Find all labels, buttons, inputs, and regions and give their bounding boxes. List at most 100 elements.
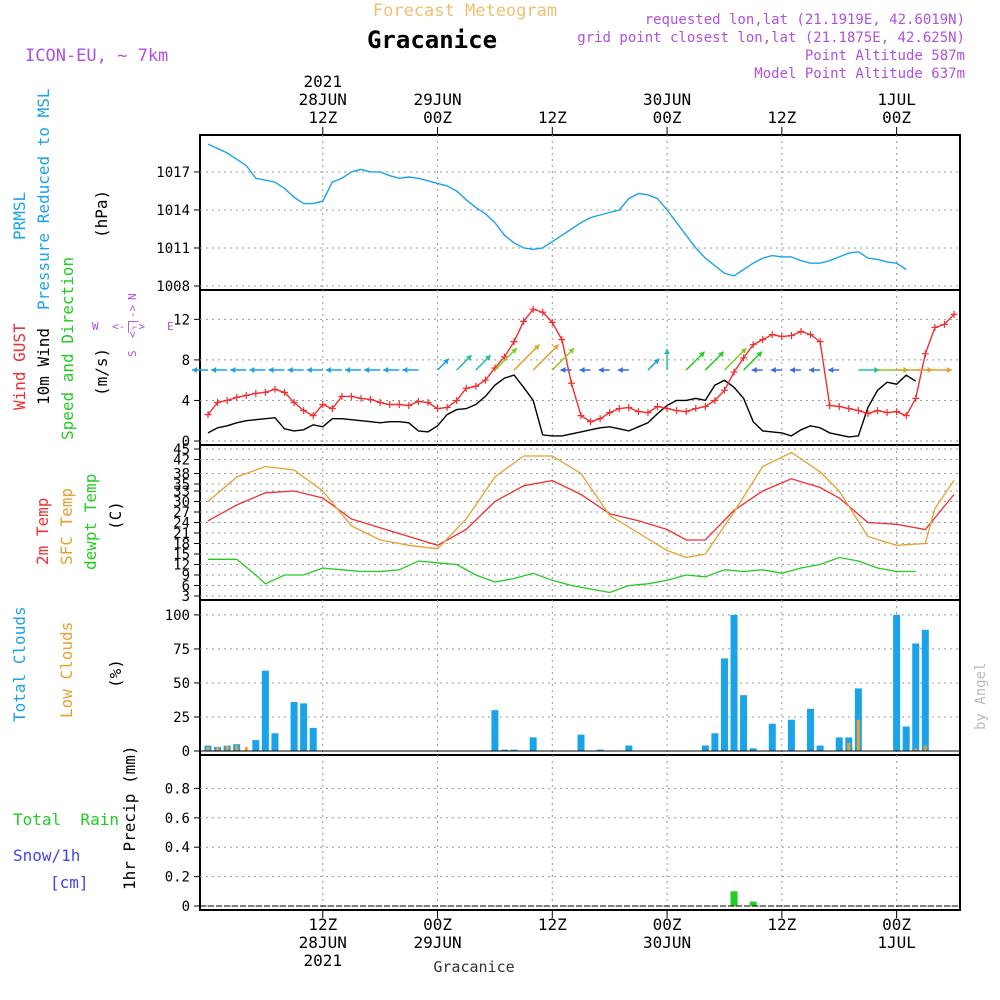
total-cloud-bar: [912, 643, 920, 751]
y-tick-label: 12: [173, 558, 190, 574]
wind-arrow: [532, 344, 560, 371]
wind-arrow: [513, 344, 541, 371]
total-cloud-bar: [730, 614, 738, 751]
gust-marker: [338, 392, 346, 400]
sfc-temp-line: [207, 451, 955, 559]
gust-marker: [692, 405, 700, 413]
snow-label: Snow/1h: [13, 846, 80, 865]
total-cloud-bar: [261, 670, 269, 751]
compass-we: <-|->: [112, 320, 145, 333]
low-cloud-bar: [225, 745, 229, 751]
top-time-label: 29JUN: [413, 90, 461, 109]
total-clouds-label: Total Clouds: [10, 606, 29, 722]
gust-marker: [424, 398, 432, 406]
gust-marker: [539, 308, 547, 316]
total-cloud-bar: [529, 737, 537, 751]
y-tick-label: 1017: [156, 165, 190, 181]
bottom-time-label: 00Z: [423, 915, 452, 934]
y-tick-label: 8: [182, 353, 190, 369]
gust-marker: [309, 412, 317, 420]
y-tick-label: 25: [173, 710, 190, 726]
low-cloud-bar: [206, 746, 210, 751]
y-tick-label: 0: [182, 744, 190, 760]
y-tick-label: 12: [173, 312, 190, 328]
y-tick-label: 100: [165, 608, 190, 624]
gust-marker: [682, 408, 690, 416]
total-cloud-bar: [577, 734, 585, 751]
bottom-time-label: 12Z: [538, 915, 567, 934]
top-time-label: 00Z: [423, 108, 452, 127]
gust-marker: [749, 341, 757, 349]
gust-marker: [443, 404, 451, 412]
total-cloud-bar: [500, 749, 508, 751]
y-tick-label: 75: [173, 642, 190, 658]
gust-marker: [893, 408, 901, 416]
wind-arrow-head: [789, 367, 795, 374]
wind-unit: (m/s): [92, 348, 111, 396]
gust-marker: [816, 338, 824, 346]
gust-marker: [606, 409, 614, 417]
y-tick-label: 0: [182, 899, 190, 915]
total-cloud-bar: [252, 740, 260, 751]
y-tick-label: 1011: [156, 241, 190, 257]
clouds-unit: (%): [106, 659, 125, 688]
temp-unit: (C): [106, 501, 125, 530]
gust-marker: [701, 403, 709, 411]
y-tick-label: 0.6: [165, 811, 190, 827]
watermark: by Angel: [973, 663, 989, 730]
gust-marker: [921, 350, 929, 358]
y-tick-label: 33: [173, 484, 190, 500]
gust-marker: [453, 396, 461, 404]
wind-labels: Wind GUST 10m Wind Speed and Direction (…: [10, 257, 174, 440]
gust-label: Wind GUST: [10, 323, 29, 410]
requested-coords: requested lon,lat (21.1919E, 42.6019N): [645, 12, 965, 28]
gust-marker: [529, 305, 537, 313]
gust-marker: [807, 331, 815, 339]
top-time-label: 12Z: [767, 108, 796, 127]
wind-arrow-head: [325, 367, 331, 374]
temp-labels: 2m Temp SFC Temp dewpt Temp (C): [33, 474, 125, 570]
gust-marker: [252, 389, 260, 397]
panel-frames: [199, 134, 961, 911]
gust-marker: [912, 394, 920, 402]
total-cloud-bar: [701, 745, 709, 751]
y-tick-label: 1014: [156, 203, 190, 219]
gust-marker: [347, 392, 355, 400]
y-tick-label: 4: [182, 393, 190, 409]
total-cloud-bar: [749, 748, 757, 751]
top-time-label: 28JUN: [299, 90, 347, 109]
clouds-labels: Total Clouds Low Clouds (%): [10, 606, 125, 722]
wind-arrow-head: [809, 367, 815, 374]
y-tick-label: 21: [173, 526, 190, 542]
total-cloud-bar: [510, 749, 518, 751]
y-tick-label: 6: [182, 579, 190, 595]
total-cloud-bar: [271, 733, 279, 751]
bottom-time-label: 2021: [304, 951, 343, 970]
low-cloud-bar: [923, 745, 927, 751]
forecast-title: Forecast Meteogram: [373, 1, 557, 21]
y-tick-label: 27: [173, 505, 190, 521]
gust-marker: [414, 397, 422, 405]
wind-arrow: [723, 347, 747, 371]
prmsl-desc-label: Pressure Reduced to MSL: [34, 88, 53, 310]
gust-marker: [300, 407, 308, 415]
wind10-line: [207, 374, 917, 438]
bottom-time-label: 00Z: [882, 915, 911, 934]
wind-arrow-head: [718, 351, 724, 358]
gust-marker: [376, 398, 384, 406]
gust-marker: [462, 384, 470, 392]
gust-marker: [261, 388, 269, 396]
y-tick-label: 45: [173, 442, 190, 458]
total-cloud-bar: [807, 708, 815, 751]
gust-marker: [654, 403, 662, 411]
total-cloud-bar: [902, 726, 910, 751]
total-cloud-bar: [787, 719, 795, 751]
wind-arrow-head: [211, 367, 217, 374]
total-cloud-bar: [491, 710, 499, 751]
wind-arrow-head: [443, 358, 449, 365]
total-cloud-bar: [711, 733, 719, 751]
y-tick-label: 24: [173, 516, 190, 532]
wind-arrow-head: [268, 367, 274, 374]
y-tick-label: 30: [173, 495, 190, 511]
gust-marker: [759, 336, 767, 344]
